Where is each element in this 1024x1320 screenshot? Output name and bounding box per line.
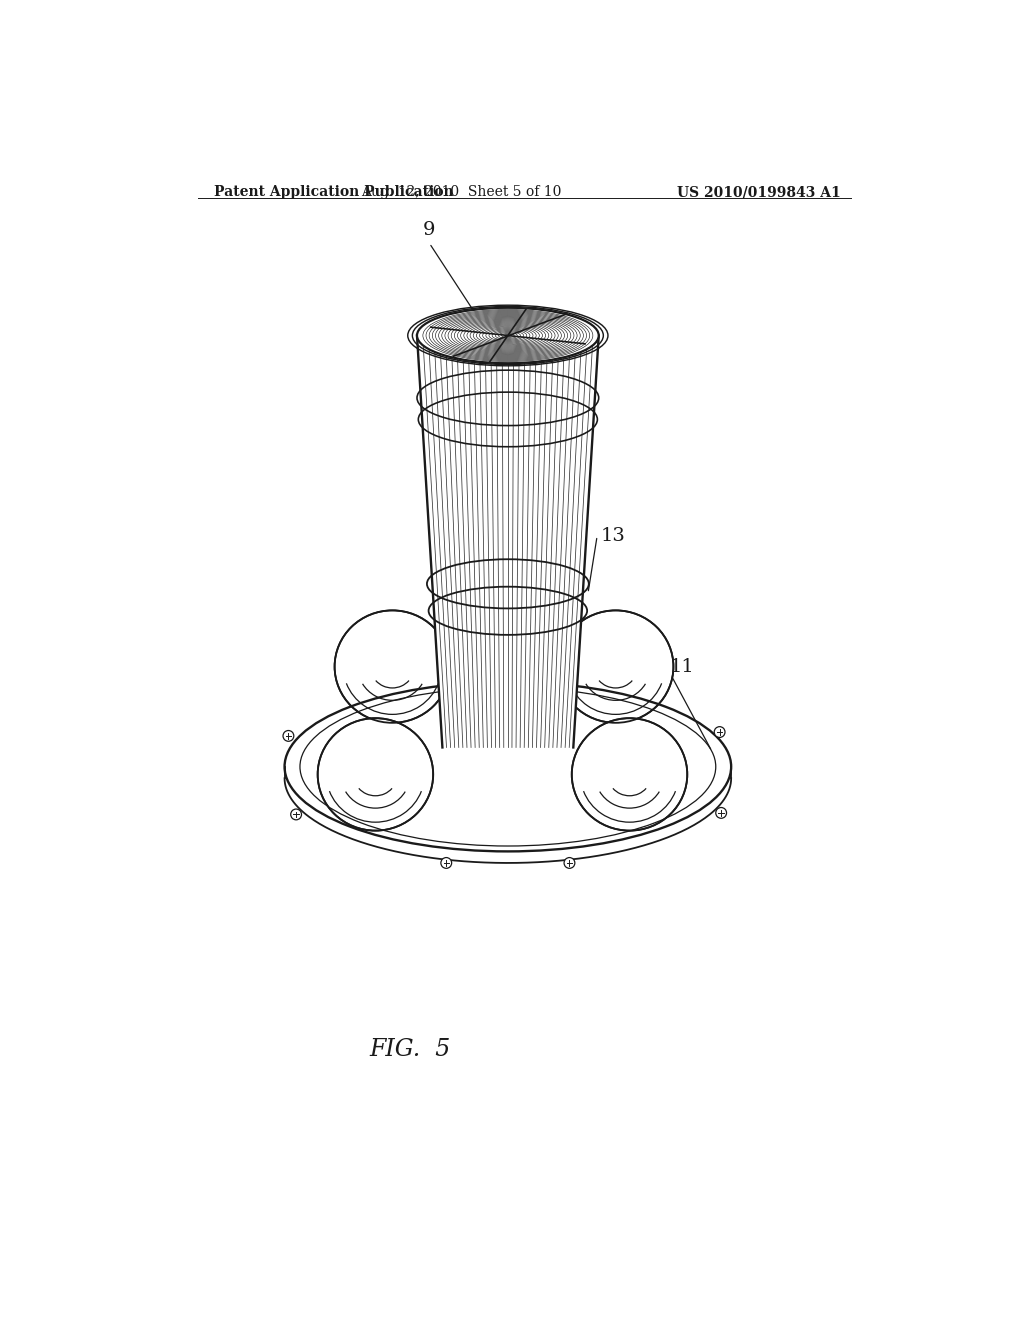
Circle shape [714,726,725,738]
Text: 9: 9 [423,222,435,239]
Text: 11: 11 [670,657,694,676]
Ellipse shape [285,682,731,851]
Circle shape [716,808,727,818]
Ellipse shape [335,610,451,723]
Ellipse shape [317,718,433,830]
Circle shape [564,858,574,869]
Polygon shape [417,335,599,747]
Text: Aug. 12, 2010  Sheet 5 of 10: Aug. 12, 2010 Sheet 5 of 10 [361,185,562,199]
Ellipse shape [417,308,599,363]
Circle shape [283,730,294,742]
Text: Patent Application Publication: Patent Application Publication [214,185,454,199]
Circle shape [291,809,301,820]
Ellipse shape [571,718,687,830]
Text: 13: 13 [600,527,625,545]
Text: FIG.  5: FIG. 5 [370,1038,451,1061]
Text: US 2010/0199843 A1: US 2010/0199843 A1 [677,185,841,199]
Circle shape [441,858,452,869]
Ellipse shape [558,610,674,723]
